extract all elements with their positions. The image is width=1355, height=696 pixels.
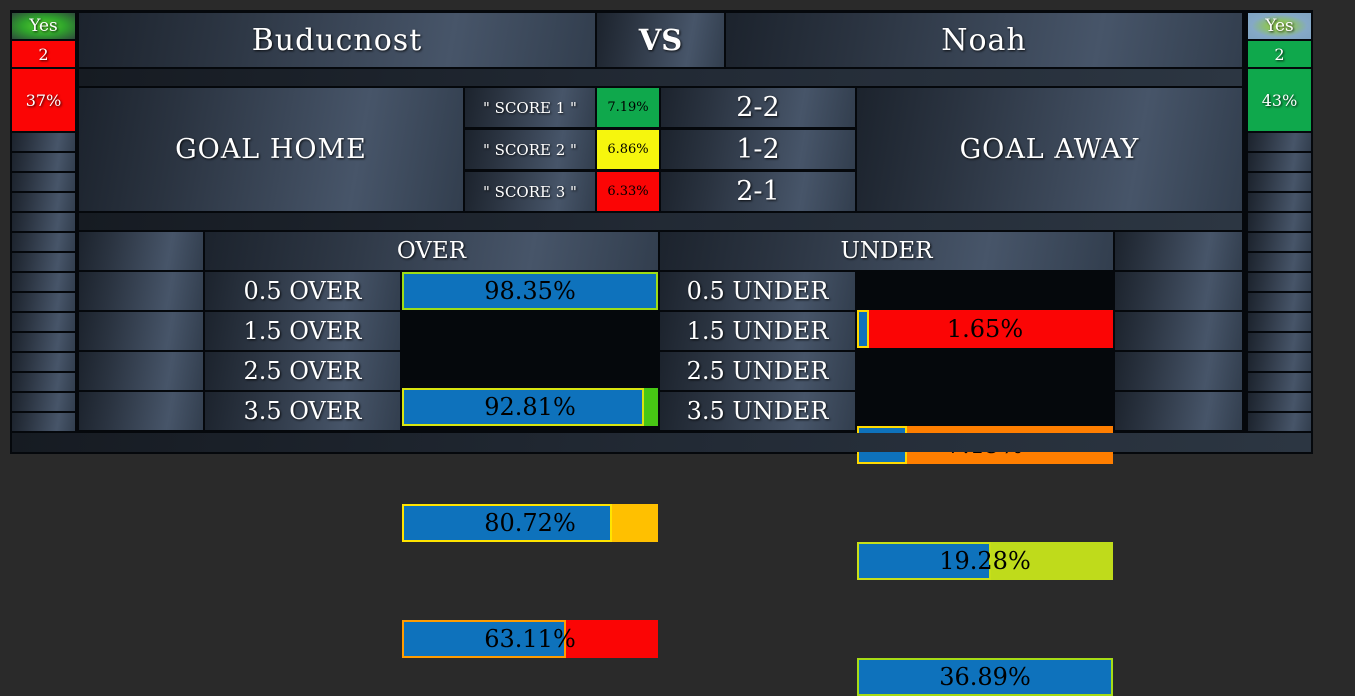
over-row-label: 1.5 OVER: [205, 312, 400, 350]
under-row-label: 3.5 UNDER: [660, 392, 855, 430]
gauge-bar-value: 36.89%: [939, 663, 1031, 691]
left-stack-cell: [12, 133, 75, 151]
score-row-percent: 6.33%: [597, 172, 659, 211]
under-column-header: UNDER: [660, 232, 1113, 270]
gauge-bar: 92.81%: [402, 388, 658, 426]
separator-row-middle: [79, 213, 1242, 230]
right-stack-cell: [1248, 193, 1311, 211]
left-stack-cell: [12, 313, 75, 331]
gauge-bar: 98.35%: [402, 272, 658, 310]
row-gap-right: [1115, 352, 1242, 390]
away-count-badge: 2: [1248, 41, 1311, 67]
gauge-bar-value: 98.35%: [484, 277, 576, 305]
right-stack-cell: [1248, 353, 1311, 371]
row-gap-right: [1115, 392, 1242, 430]
score-row-value: 1-2: [661, 130, 855, 169]
gauge-bar-value: 80.72%: [484, 509, 576, 537]
left-stack-cell: [12, 193, 75, 211]
left-stack-cell: [12, 273, 75, 291]
right-stack-cell: [1248, 373, 1311, 391]
home-count-badge: 2: [12, 41, 75, 67]
away-team-name: Noah: [726, 13, 1242, 67]
over-row-label: 3.5 OVER: [205, 392, 400, 430]
row-gap-right: [1115, 272, 1242, 310]
score-row-percent: 6.86%: [597, 130, 659, 169]
right-stack-cell: [1248, 313, 1311, 331]
right-stack-cell: [1248, 253, 1311, 271]
left-stack-cell: [12, 333, 75, 351]
right-stack-cell: [1248, 413, 1311, 431]
under-row-label: 1.5 UNDER: [660, 312, 855, 350]
gauge-bar-value: 63.11%: [484, 625, 576, 653]
row-gap-left: [79, 272, 203, 310]
gauge-bar: 1.65%: [857, 310, 1113, 348]
right-stack-cell: [1248, 273, 1311, 291]
home-yes-badge: Yes: [12, 13, 75, 39]
vs-label: VS: [597, 13, 724, 67]
score-row-value: 2-1: [661, 172, 855, 211]
score-row-label: " SCORE 1 ": [465, 88, 595, 127]
over-row-label: 2.5 OVER: [205, 352, 400, 390]
over-row-label: 0.5 OVER: [205, 272, 400, 310]
left-stack-cell: [12, 373, 75, 391]
main-panel: Yes 2 37% Yes 2 43% Buducnost VS Noah GO…: [10, 10, 1313, 696]
row-gap-left: [79, 392, 203, 430]
left-stack-cell: [12, 153, 75, 171]
table-header-gap-left: [79, 232, 203, 270]
betting-dashboard: Yes 2 37% Yes 2 43% Buducnost VS Noah GO…: [10, 10, 1313, 696]
right-stack-cell: [1248, 153, 1311, 171]
score-row-percent: 7.19%: [597, 88, 659, 127]
separator-row-top: [79, 69, 1242, 86]
table-header-gap-right: [1115, 232, 1242, 270]
home-percent-badge: 37%: [12, 69, 75, 131]
away-percent-badge: 43%: [1248, 69, 1311, 131]
under-row-label: 0.5 UNDER: [660, 272, 855, 310]
right-stack-cell: [1248, 333, 1311, 351]
gauge-bar-value: 92.81%: [484, 393, 576, 421]
gauge-bar-fill: [402, 388, 644, 426]
left-stack-cell: [12, 233, 75, 251]
left-stack-cell: [12, 213, 75, 231]
away-yes-badge: Yes: [1248, 13, 1311, 39]
left-stack-cell: [12, 353, 75, 371]
row-gap-left: [79, 312, 203, 350]
over-column-header: OVER: [205, 232, 658, 270]
left-stack-cell: [12, 293, 75, 311]
goal-away-label: GOAL AWAY: [857, 88, 1242, 211]
right-stack-cell: [1248, 173, 1311, 191]
score-row-label: " SCORE 3 ": [465, 172, 595, 211]
gauge-bar-value: 19.28%: [939, 547, 1031, 575]
right-stack-cell: [1248, 213, 1311, 231]
left-stack-cell: [12, 173, 75, 191]
gauge-bar: 80.72%: [402, 504, 658, 542]
gauge-bar-value: 1.65%: [946, 315, 1024, 343]
row-gap-right: [1115, 312, 1242, 350]
row-gap-left: [79, 352, 203, 390]
left-stack-cell: [12, 393, 75, 411]
score-row-label: " SCORE 2 ": [465, 130, 595, 169]
left-stack-cell: [12, 253, 75, 271]
bottom-strip: [12, 433, 1311, 452]
gauge-bar-fill: [402, 272, 658, 310]
goal-home-label: GOAL HOME: [79, 88, 463, 211]
gauge-bar: 19.28%: [857, 542, 1113, 580]
right-stack-cell: [1248, 133, 1311, 151]
gauge-bar: 36.89%: [857, 658, 1113, 696]
right-stack-cell: [1248, 233, 1311, 251]
right-stack-cell: [1248, 293, 1311, 311]
gauge-bar: 63.11%: [402, 620, 658, 658]
gauge-bar-fill: [857, 310, 869, 348]
left-stack-cell: [12, 413, 75, 431]
under-row-label: 2.5 UNDER: [660, 352, 855, 390]
right-stack-cell: [1248, 393, 1311, 411]
score-row-value: 2-2: [661, 88, 855, 127]
home-team-name: Buducnost: [79, 13, 595, 67]
